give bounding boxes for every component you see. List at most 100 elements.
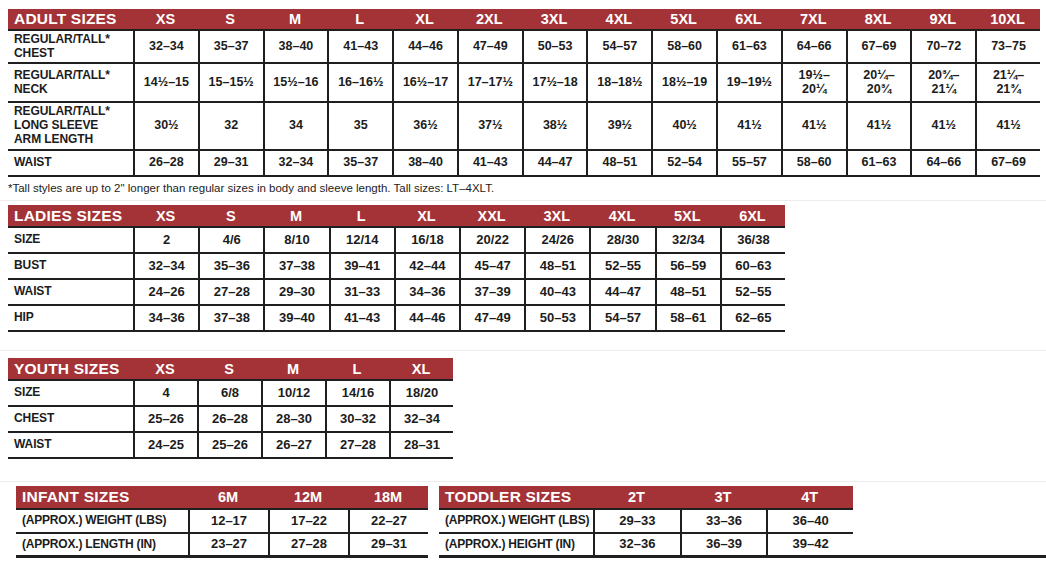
size-value-cell: 6/8 [197,381,261,405]
size-value-cell: 41½ [846,103,911,149]
column-header: M [261,361,325,377]
table-row: (APPROX.) LENGTH (IN)23–2727–2829–31 [16,534,428,558]
size-value-cell: 22–27 [348,510,428,532]
size-value-cell: 60–63 [720,254,785,278]
size-value-cell: 32–34 [133,31,198,62]
size-value-cell: 26–28 [133,151,198,175]
row-label: SIZE [8,228,133,252]
size-value-cell: 28/30 [589,228,654,252]
table-row: (APPROX.) WEIGHT (LBS)12–1717–2222–27 [16,510,428,534]
size-value-cell: 73–75 [975,31,1040,62]
table-title: YOUTH SIZES [8,360,133,378]
size-value-cell: 48–51 [524,254,589,278]
column-header: 3XL [524,208,589,224]
column-header: 3XL [522,11,587,27]
size-value-cell: 39–42 [766,534,853,555]
size-value-cell: 14½–15 [133,64,198,101]
size-value-cell: 41½ [975,103,1040,149]
column-header: M [263,208,328,224]
table-row: REGULAR/TALL* CHEST32–3435–3738–4041–434… [8,31,1040,64]
column-header: XXL [459,208,524,224]
size-value-cell: 10/12 [261,381,325,405]
size-value-cell: 14/16 [325,381,389,405]
column-header: 9XL [910,11,975,27]
row-label: CHEST [8,407,133,431]
size-value-cell: 58–60 [781,151,846,175]
size-value-cell: 39–41 [329,254,394,278]
size-value-cell: 19–19½ [716,64,781,101]
size-value-cell: 41½ [781,103,846,149]
youth-sizes-table: YOUTH SIZESXSSMLXLSIZE46/810/1214/1618/2… [8,358,453,459]
size-value-cell: 24–26 [133,280,198,304]
size-value-cell: 25–26 [197,433,261,457]
size-value-cell: 58–61 [655,306,720,330]
table-row: REGULAR/TALL* NECK14½–1515–15½15½–1616–1… [8,64,1040,103]
size-value-cell: 36–40 [766,510,853,532]
size-value-cell: 37½ [457,103,522,149]
adult-sizes-table: ADULT SIZESXSSMLXL2XL3XL4XL5XL6XL7XL8XL9… [8,9,1040,177]
table-row: CHEST25–2626–2828–3030–3232–34 [8,407,453,433]
size-value-cell: 37–38 [263,254,328,278]
size-value-cell: 34–36 [133,306,198,330]
column-header: L [327,11,392,27]
size-value-cell: 27–28 [268,534,348,555]
size-value-cell: 29–31 [348,534,428,555]
column-header: 8XL [846,11,911,27]
size-value-cell: 44–46 [394,306,459,330]
table-row: (APPROX.) WEIGHT (LBS)29–3333–3636–40 [439,510,853,534]
size-value-cell: 34–36 [394,280,459,304]
size-value-cell: 2 [133,228,198,252]
infant-sizes-table: INFANT SIZES6M12M18M(APPROX.) WEIGHT (LB… [16,486,428,558]
size-value-cell: 21¼– 21¾ [975,64,1040,101]
row-label: BUST [8,254,133,278]
column-header: XS [133,361,197,377]
column-header: M [263,11,328,27]
size-value-cell: 41–43 [327,31,392,62]
size-value-cell: 37–39 [459,280,524,304]
size-value-cell: 17–17½ [457,64,522,101]
size-value-cell: 16½–17 [392,64,457,101]
column-header: 3T [680,489,767,505]
size-value-cell: 35–36 [198,254,263,278]
table-row: HIP34–3637–3839–4041–4344–4647–4950–5354… [8,306,785,332]
table-row: WAIST24–2627–2829–3031–3334–3637–3940–43… [8,280,785,306]
column-header: 7XL [781,11,846,27]
size-value-cell: 35–37 [198,31,263,62]
size-chart-page: ADULT SIZESXSSMLXL2XL3XL4XL5XL6XL7XL8XL9… [0,0,1046,569]
infant-header-bar: INFANT SIZES6M12M18M [16,486,428,510]
section-divider [0,350,1046,351]
column-header: S [198,208,263,224]
row-label: SIZE [8,381,133,405]
adult-header-bar: ADULT SIZESXSSMLXL2XL3XL4XL5XL6XL7XL8XL9… [8,9,1040,31]
size-value-cell: 29–31 [198,151,263,175]
size-value-cell: 67–69 [975,151,1040,175]
size-value-cell: 41–43 [329,306,394,330]
size-value-cell: 33–36 [680,510,767,532]
size-value-cell: 8/10 [263,228,328,252]
column-header: 5XL [655,208,720,224]
size-value-cell: 52–55 [589,254,654,278]
table-row: WAIST26–2829–3132–3435–3738–4041–4344–47… [8,151,1040,177]
column-header: 6XL [720,208,785,224]
size-value-cell: 40–43 [524,280,589,304]
size-value-cell: 29–33 [593,510,680,532]
infant-toddler-row: INFANT SIZES6M12M18M(APPROX.) WEIGHT (LB… [8,486,1046,558]
size-value-cell: 32/34 [655,228,720,252]
table-row: (APPROX.) HEIGHT (IN)32–3636–3939–42 [439,534,853,558]
size-value-cell: 34 [263,103,328,149]
size-value-cell: 32–34 [389,407,453,431]
table-title: LADIES SIZES [8,207,133,225]
column-header: 4XL [589,208,654,224]
column-header: 10XL [975,11,1040,27]
size-value-cell: 58–60 [651,31,716,62]
row-label: (APPROX.) LENGTH (IN) [16,534,188,555]
size-value-cell: 45–47 [459,254,524,278]
column-header: XL [389,361,453,377]
row-label: (APPROX.) HEIGHT (IN) [439,534,593,555]
size-value-cell: 42–44 [394,254,459,278]
size-value-cell: 56–59 [655,254,720,278]
size-value-cell: 47–49 [459,306,524,330]
size-value-cell: 4/6 [198,228,263,252]
column-header: XS [133,208,198,224]
column-header: 2T [593,489,680,505]
